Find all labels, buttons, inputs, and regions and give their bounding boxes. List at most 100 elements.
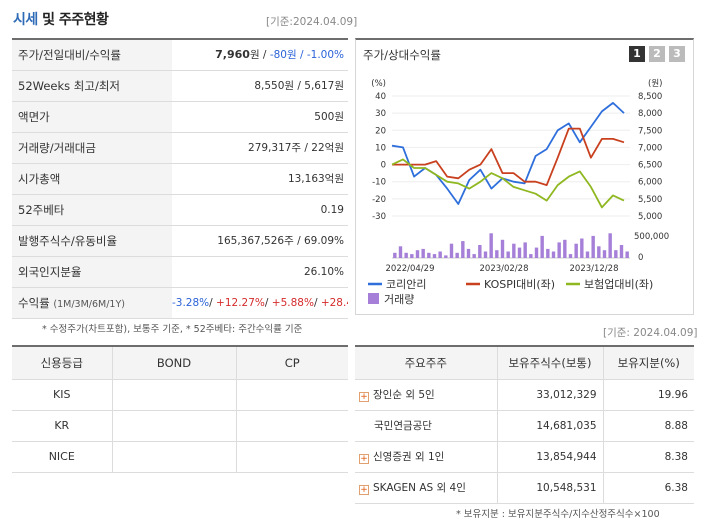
volume-tick-label: 500,000	[634, 232, 669, 242]
credit-cell	[235, 410, 348, 442]
info-label: 외국인지분율	[12, 256, 172, 288]
info-label-text: 발행주식수/유동비율	[18, 233, 118, 248]
info-label: 거래량/거래대금	[12, 132, 172, 164]
info-value: 0.19	[172, 194, 348, 226]
holder-name: SKAGEN AS 외 4인	[373, 482, 466, 494]
credit-cell	[235, 379, 348, 411]
right-tick-label: 8,000	[638, 109, 662, 119]
holder-shares: 10,548,531	[496, 472, 603, 504]
volume-bar	[551, 251, 556, 258]
chart-panel-title: 주가/상대수익률	[363, 48, 441, 62]
info-row: 발행주식수/유동비율 165,367,526주 / 69.09%	[12, 225, 348, 257]
holder-name-cell: 국민연금공단	[355, 410, 497, 442]
info-label: 시가총액	[12, 163, 172, 195]
chart-base-date: [기준: 2024.04.09]	[603, 327, 698, 339]
holders-header: 보유주식수(보통)	[496, 346, 603, 380]
holder-pct: 8.88	[602, 410, 694, 442]
holder-row: 국민연금공단 14,681,035 8.88	[355, 410, 694, 442]
holder-name: 장인순 외 5인	[373, 389, 435, 401]
info-value-part: 279,317주 / 22억원	[248, 142, 344, 154]
credit-cell: KIS	[12, 379, 112, 411]
holder-row: + 신영증권 외 1인 13,854,944 8.38	[355, 441, 694, 473]
x-tick-label: 2023/02/28	[480, 264, 529, 274]
volume-bar	[404, 252, 408, 258]
left-tick-label: 30	[375, 109, 386, 119]
holder-pct: 8.38	[602, 441, 694, 473]
expand-plus-icon[interactable]: +	[359, 392, 369, 402]
info-value-part: 원 /	[249, 49, 270, 62]
info-label: 액면가	[12, 101, 172, 133]
chart-period-button-1[interactable]: 1	[629, 46, 645, 62]
expand-plus-icon[interactable]: +	[359, 454, 369, 464]
holder-row: + SKAGEN AS 외 4인 10,548,531 6.38	[355, 472, 694, 504]
volume-bar	[427, 252, 431, 258]
info-value-part: 13,163억원	[287, 173, 344, 185]
volume-bar	[580, 238, 584, 258]
info-row: 외국인지분율 26.10%	[12, 256, 348, 288]
left-tick-label: 20	[375, 126, 386, 136]
volume-bar	[472, 254, 476, 258]
volume-bar	[534, 247, 539, 258]
credit-cell	[111, 410, 236, 442]
shareholder-footnote: * 보유지분 : 보유지분주식수/지수산정주식수×100	[456, 509, 660, 520]
volume-bar	[625, 251, 629, 258]
chart-period-button-2[interactable]: 2	[649, 46, 665, 62]
info-label-text: 52주베타	[18, 202, 65, 217]
holder-shares: 14,681,035	[496, 410, 603, 442]
right-axis-unit: (원)	[648, 79, 662, 89]
holder-name: 신영증권 외 1인	[373, 451, 445, 463]
right-tick-label: 7,000	[638, 143, 662, 153]
left-tick-label: -30	[372, 212, 386, 222]
holder-name-cell[interactable]: + SKAGEN AS 외 4인	[355, 472, 497, 504]
info-row: 52Weeks 최고/최저 8,550원 / 5,617원	[12, 70, 348, 102]
info-label: 발행주식수/유동비율	[12, 225, 172, 257]
left-tick-label: 40	[375, 92, 386, 102]
volume-bar	[546, 248, 550, 258]
left-tick-label: 10	[375, 143, 386, 153]
volume-bar	[597, 246, 601, 258]
stock-chart: 40 30 20 10 0 -10 -20 -30 (%) 8,500 8,000 7,500 7,00…	[368, 79, 669, 306]
volume-bar	[421, 248, 425, 258]
volume-bar	[619, 245, 624, 258]
legend-swatch	[368, 293, 379, 304]
major-shareholders-table: 주요주주 보유주식수(보통) 보유지분(%) + 장인순 외 5인 33,012,329 1…	[355, 345, 694, 504]
info-label-sub: (1M/3M/6M/1Y)	[53, 298, 125, 310]
info-value-part: -80	[269, 49, 287, 62]
holder-name-cell[interactable]: + 장인순 외 5인	[355, 379, 497, 411]
chart-period-button-3[interactable]: 3	[669, 46, 685, 62]
info-value-part: 7,960	[215, 48, 250, 62]
right-tick-label: 8,500	[638, 92, 662, 102]
volume-bar	[574, 243, 578, 258]
holders-header: 보유지분(%)	[602, 346, 694, 380]
info-label: 주가/전일대비/수익률	[12, 39, 172, 71]
info-row: 액면가 500원	[12, 101, 348, 133]
volume-bar	[540, 235, 544, 258]
info-value: 279,317주 / 22억원	[172, 132, 348, 164]
info-row: 시가총액 13,163억원	[12, 163, 348, 195]
info-value-part: +5.88%	[271, 296, 314, 309]
info-value-part: 165,367,526주 / 69.09%	[217, 235, 344, 247]
expand-plus-icon[interactable]: +	[359, 485, 369, 495]
volume-bar	[398, 246, 403, 258]
holder-name-cell[interactable]: + 신영증권 외 1인	[355, 441, 497, 473]
right-tick-label: 5,500	[638, 195, 662, 205]
info-value: 165,367,526주 / 69.09%	[172, 225, 348, 257]
credit-header: CP	[235, 346, 348, 380]
info-label-text: 외국인지분율	[18, 264, 82, 279]
info-value: 8,550원 / 5,617원	[172, 70, 348, 102]
info-row: 52주베타 0.19	[12, 194, 348, 226]
info-label: 수익률 (1M/3M/6M/1Y)	[12, 287, 172, 319]
legend-label: 보험업대비(좌)	[584, 278, 653, 291]
price-info-table: 주가/전일대비/수익률 7,960원 / -80원 / -1.00% 52Weeks…	[12, 38, 348, 319]
left-axis-unit: (%)	[371, 79, 386, 89]
info-value-part: +28.45%	[320, 296, 348, 309]
volume-bar	[466, 248, 471, 258]
info-value-part: +12.27%	[216, 296, 265, 309]
volume-bar	[500, 239, 505, 258]
info-label: 52Weeks 최고/최저	[12, 70, 172, 102]
credit-cell	[111, 441, 236, 473]
series-line-2	[391, 158, 625, 209]
right-tick-label: 6,000	[638, 178, 662, 188]
info-value-part: 0.19	[320, 203, 344, 216]
